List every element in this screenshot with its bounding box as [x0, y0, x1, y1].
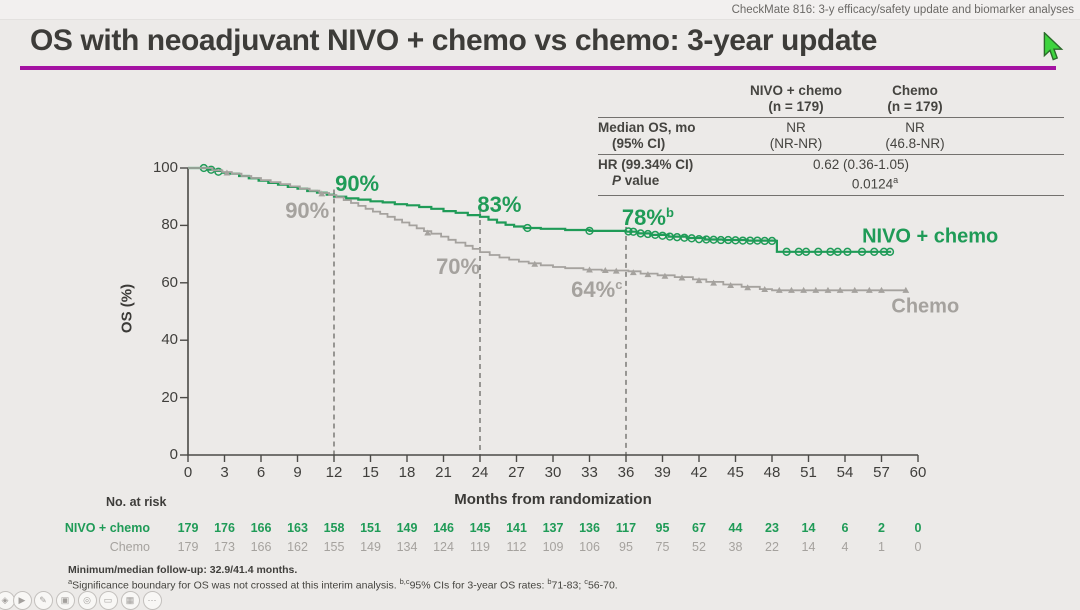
censor-triangle: [902, 286, 910, 293]
censor-circle: [870, 247, 879, 256]
censor-triangle: [851, 286, 859, 293]
censor-triangle: [800, 286, 808, 293]
censor-triangle: [629, 269, 637, 276]
summary-table-header: NIVO + chemo (n = 179) Chemo (n = 179): [598, 83, 1064, 114]
median-os-chemo: NR: [905, 120, 925, 135]
top-bar: CheckMate 816: 3-y efficacy/safety updat…: [0, 0, 1080, 20]
footnote-significance: aSignificance boundary for OS was not cr…: [68, 577, 618, 592]
censor-circle: [843, 247, 852, 256]
footnote-followup: Minimum/median follow-up: 32.9/41.4 mont…: [68, 564, 298, 576]
play-icon[interactable]: ▶: [12, 591, 32, 610]
censor-triangle: [612, 267, 620, 274]
censor-triangle: [878, 286, 885, 293]
censor-triangle: [727, 281, 735, 288]
censor-triangle: [761, 286, 769, 293]
censor-circle: [767, 236, 777, 246]
censor-circle: [782, 247, 791, 256]
censor-circle: [694, 235, 704, 244]
curve-chemo: [188, 167, 906, 292]
save-icon[interactable]: ▣: [55, 591, 75, 610]
censor-triangle: [695, 277, 703, 284]
table-rule: [598, 117, 1064, 118]
censor-triangle: [586, 266, 593, 273]
median-os-row: Median OS, mo (95% CI) NR (NR-NR) NR (46…: [598, 120, 1064, 151]
censor-circle: [833, 247, 842, 256]
censor-triangle: [824, 286, 832, 293]
censor-triangle: [661, 272, 669, 279]
median-os-nivo: NR: [786, 120, 806, 135]
table-rule: [598, 154, 1064, 155]
zoom-icon[interactable]: ◎: [77, 591, 97, 610]
pencil-icon[interactable]: ✎: [33, 591, 53, 610]
censor-circle: [585, 226, 594, 236]
censor-triangle: [644, 271, 652, 278]
censor-triangle: [836, 286, 844, 293]
censor-triangle: [744, 284, 752, 291]
censor-circle: [523, 223, 532, 233]
censor-circle: [814, 247, 823, 256]
censor-triangle: [865, 286, 873, 293]
censor-triangle: [531, 260, 539, 267]
censor-triangle: [318, 190, 326, 197]
col-header-nivo: NIVO + chemo: [750, 83, 842, 98]
censor-circle: [885, 247, 895, 256]
censor-triangle: [788, 286, 795, 293]
p-value: 0.0124a: [851, 174, 899, 192]
col-header-chemo: Chemo: [892, 83, 938, 98]
censor-circle: [624, 227, 633, 236]
camera-icon[interactable]: ▦: [120, 591, 140, 610]
censor-triangle: [601, 267, 609, 274]
more-icon[interactable]: ⋯: [142, 591, 162, 610]
hr-value: 0.62 (0.36-1.05): [812, 157, 910, 172]
censor-triangle: [424, 229, 432, 236]
page-title: OS with neoadjuvant NIVO + chemo vs chem…: [30, 24, 877, 57]
censor-circle: [857, 247, 867, 256]
deck-context-label: CheckMate 816: 3-y efficacy/safety updat…: [731, 3, 1074, 16]
table-rule: [598, 194, 1064, 196]
censor-circle: [629, 227, 638, 236]
whiteboard-icon[interactable]: ▭: [98, 591, 118, 610]
censor-triangle: [678, 274, 686, 281]
title-underline: [20, 66, 1056, 70]
cursor-arrow-icon: [1043, 32, 1064, 61]
censor-triangle: [775, 286, 783, 293]
censor-triangle: [710, 279, 717, 286]
censor-triangle: [223, 169, 231, 176]
p-value-row: P value 0.0124a: [598, 173, 1064, 192]
curve-nivo-chemo: [188, 166, 892, 253]
censor-triangle: [812, 286, 820, 293]
axes: [187, 168, 918, 456]
hr-row: HR (99.34% CI) 0.62 (0.36-1.05): [598, 157, 1064, 173]
summary-table: NIVO + chemo (n = 179) Chemo (n = 179) M…: [598, 83, 1064, 198]
censor-circle: [801, 247, 811, 256]
